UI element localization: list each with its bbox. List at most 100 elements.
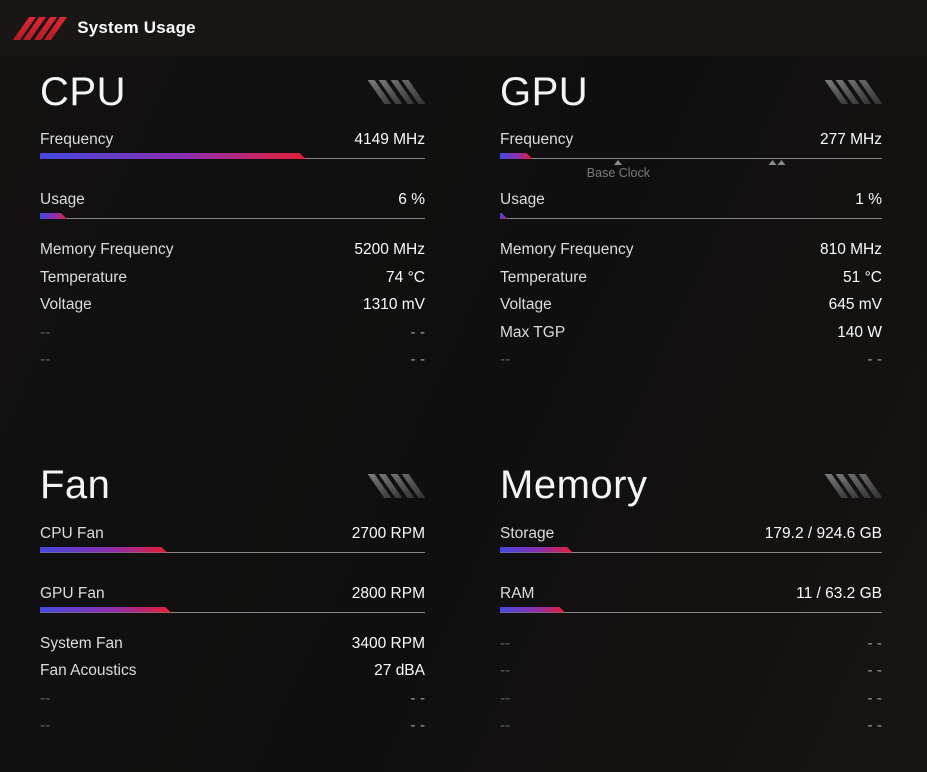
stat-label: Fan Acoustics <box>40 662 137 679</box>
meter-value: 1 % <box>855 191 882 208</box>
stat-label: Temperature <box>500 268 588 286</box>
meter-storage: Storage 179.2 / 924.6 GB <box>500 525 882 554</box>
stat-label: -- <box>500 351 511 368</box>
section-header: GPU <box>500 64 883 120</box>
meter-value: 179.2 / 924.6 GB <box>764 524 882 542</box>
meter-value: 2700 RPM <box>351 524 425 542</box>
meter-ram: RAM 11 / 63.2 GB <box>500 585 882 614</box>
stat-list: -- - - -- - - -- - - -- - - <box>500 630 882 740</box>
meter-bar <box>500 607 882 614</box>
meter-text-line: RAM 11 / 63.2 GB <box>500 585 882 605</box>
meter-gpu-fan: GPU Fan 2800 RPM <box>40 585 425 614</box>
meter-list: Frequency 277 MHz Base Clock Usage 1 % <box>500 131 882 220</box>
meter-bar-track <box>500 218 882 219</box>
stat-label: Memory Frequency <box>40 241 174 258</box>
stat-value: - - <box>410 689 425 707</box>
meter-text-line: Storage 179.2 / 924.6 GB <box>500 525 882 545</box>
stat-value: 1310 mV <box>362 296 425 313</box>
up-triangle-icon <box>614 160 623 165</box>
stat-label: -- <box>40 689 51 707</box>
stat-label: -- <box>500 634 511 652</box>
section-title: Memory <box>500 463 648 507</box>
meter-bar <box>40 213 425 220</box>
section-header: CPU <box>40 64 426 120</box>
meter-label: Frequency <box>40 131 114 148</box>
meter-value: 6 % <box>398 191 425 208</box>
meter-text-line: Frequency 4149 MHz <box>40 131 425 151</box>
stat-value: 810 MHz <box>819 241 882 258</box>
stat-label: Voltage <box>500 296 552 313</box>
section-header: Fan <box>40 458 426 514</box>
stat-memory-frequency: Memory Frequency 810 MHz <box>500 236 882 264</box>
stat-empty: -- - - <box>500 685 882 713</box>
meter-bar-fill <box>500 547 573 553</box>
stat-list: Memory Frequency 810 MHz Temperature 51 … <box>500 236 882 374</box>
stat-empty: -- - - <box>500 346 882 374</box>
stat-list: System Fan 3400 RPM Fan Acoustics 27 dBA… <box>40 630 425 740</box>
meter-cpu-fan: CPU Fan 2700 RPM <box>40 525 425 554</box>
stat-fan-acoustics: Fan Acoustics 27 dBA <box>40 657 425 685</box>
meter-bar: Base Clock <box>500 153 882 180</box>
red-slashes-logo-icon <box>12 16 67 40</box>
stat-label: System Fan <box>40 634 123 652</box>
page-title: System Usage <box>77 18 196 37</box>
stat-label: -- <box>500 689 511 707</box>
meter-value: 277 MHz <box>819 131 882 148</box>
stat-value: - - <box>867 689 882 707</box>
section-title: Fan <box>40 463 111 507</box>
meter-bar-track <box>40 551 425 553</box>
meter-label: CPU Fan <box>40 524 104 542</box>
stat-empty: -- - - <box>40 319 425 347</box>
stat-value: - - <box>867 634 882 652</box>
meter-text-line: CPU Fan 2700 RPM <box>40 525 425 545</box>
meter-list: Storage 179.2 / 924.6 GB RAM 11 / 63.2 G… <box>500 525 882 614</box>
marker-label: Base Clock <box>586 166 651 180</box>
gray-slashes-icon <box>824 80 883 104</box>
meter-frequency: Frequency 277 MHz Base Clock <box>500 131 882 180</box>
meter-value: 4149 MHz <box>354 131 425 148</box>
meter-bar-fill <box>40 213 67 219</box>
system-usage-dashboard: CPU Frequency 4149 MHz Usage 6 % Me <box>0 56 927 740</box>
section-cpu: CPU Frequency 4149 MHz Usage 6 % Me <box>40 64 426 374</box>
stat-label: Memory Frequency <box>500 241 634 258</box>
section-title: GPU <box>500 69 589 114</box>
stat-empty: -- - - <box>500 657 882 685</box>
meter-bar-fill <box>500 213 508 219</box>
section-memory: Memory Storage 179.2 / 924.6 GB RAM 11 /… <box>500 458 883 740</box>
stat-empty: -- - - <box>500 630 882 658</box>
meter-bar-fill <box>500 153 532 159</box>
meter-bar-track <box>500 551 882 553</box>
stat-memory-frequency: Memory Frequency 5200 MHz <box>40 236 425 264</box>
meter-bar <box>500 213 882 220</box>
meter-bar <box>40 153 425 160</box>
double-up-triangle-icon <box>768 160 786 165</box>
stat-value: 74 °C <box>386 268 425 286</box>
meter-usage: Usage 6 % <box>40 191 425 220</box>
meter-label: Storage <box>500 524 555 542</box>
stat-value: - - <box>867 717 882 734</box>
app-header: System Usage <box>0 0 927 56</box>
meter-bar <box>500 547 882 554</box>
gray-slashes-icon <box>824 473 883 498</box>
stat-label: Voltage <box>40 296 92 313</box>
stat-label: -- <box>500 662 511 679</box>
stat-value: - - <box>410 351 425 368</box>
section-title: CPU <box>40 69 126 114</box>
stat-value: - - <box>410 323 425 341</box>
stat-empty: -- - - <box>500 712 882 740</box>
meter-text-line: Frequency 277 MHz <box>500 131 882 151</box>
stat-value: 51 °C <box>843 268 882 286</box>
stat-temperature: Temperature 74 °C <box>40 264 425 292</box>
stat-empty: -- - - <box>40 685 425 713</box>
stat-value: - - <box>410 717 425 734</box>
meter-text-line: Usage 6 % <box>40 191 425 211</box>
meter-text-line: Usage 1 % <box>500 191 882 211</box>
stat-empty: -- - - <box>40 346 425 374</box>
section-header: Memory <box>500 458 883 514</box>
stat-label: -- <box>40 717 51 734</box>
stat-value: 27 dBA <box>374 662 425 679</box>
section-gpu: GPU Frequency 277 MHz Base Clock Usage 1… <box>500 64 883 374</box>
stat-label: -- <box>40 323 51 341</box>
meter-value: 11 / 63.2 GB <box>796 584 882 602</box>
stat-system-fan: System Fan 3400 RPM <box>40 630 425 658</box>
